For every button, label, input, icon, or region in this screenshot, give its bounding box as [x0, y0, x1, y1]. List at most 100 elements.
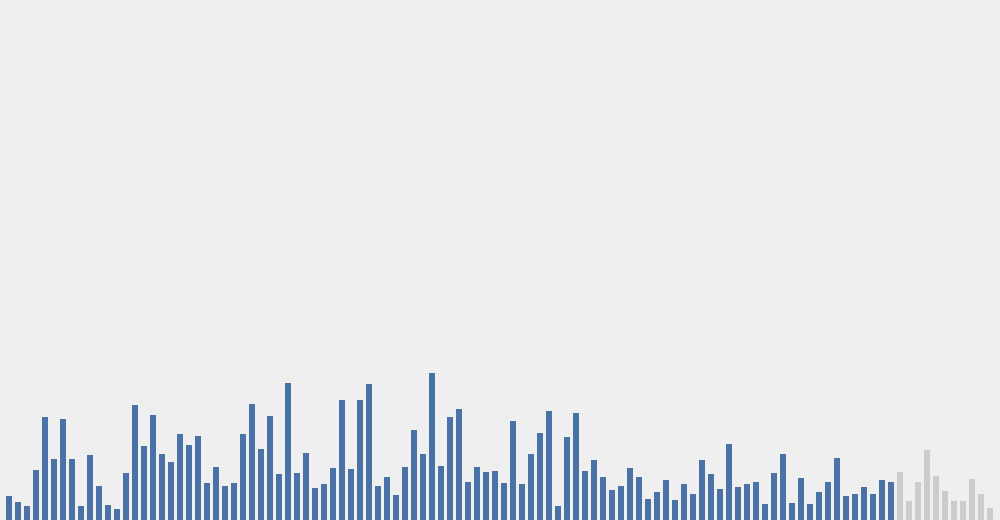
- bar: [834, 458, 840, 520]
- bar: [438, 466, 444, 520]
- bar: [627, 468, 633, 520]
- bar: [204, 483, 210, 520]
- bar: [861, 487, 867, 520]
- bar: [132, 405, 138, 520]
- bar: [312, 488, 318, 520]
- bar: [123, 473, 129, 520]
- bar: [339, 400, 345, 520]
- bar-group: [6, 373, 993, 520]
- bar: [276, 474, 282, 520]
- bar: [159, 454, 165, 520]
- bar: [573, 413, 579, 520]
- bar: [294, 473, 300, 520]
- bar: [816, 492, 822, 520]
- bar: [213, 467, 219, 520]
- bar: [681, 484, 687, 520]
- bar: [924, 450, 930, 520]
- bar: [654, 492, 660, 520]
- bar: [564, 437, 570, 520]
- bar: [348, 469, 354, 520]
- bar: [897, 472, 903, 520]
- bar: [456, 409, 462, 520]
- bar: [87, 455, 93, 520]
- bar: [78, 506, 84, 520]
- bar: [15, 502, 21, 520]
- bar: [879, 480, 885, 520]
- bar: [402, 467, 408, 520]
- bar: [168, 462, 174, 520]
- bar: [960, 501, 966, 520]
- bar: [96, 486, 102, 520]
- bar: [60, 419, 66, 520]
- bar: [411, 430, 417, 520]
- bar: [798, 478, 804, 520]
- bar: [258, 449, 264, 520]
- bar: [591, 460, 597, 520]
- bar: [933, 476, 939, 520]
- bar: [636, 477, 642, 520]
- bar: [762, 504, 768, 520]
- bar: [222, 486, 228, 520]
- bar: [888, 482, 894, 520]
- bar: [825, 482, 831, 520]
- bar: [708, 474, 714, 520]
- bar: [663, 480, 669, 520]
- bar: [780, 454, 786, 520]
- bar: [735, 487, 741, 520]
- bar: [447, 417, 453, 520]
- bar: [249, 404, 255, 520]
- bar: [789, 503, 795, 520]
- bar: [366, 384, 372, 520]
- bar: [726, 444, 732, 520]
- bar: [150, 415, 156, 520]
- bar: [357, 400, 363, 520]
- bar: [915, 482, 921, 520]
- bar: [753, 482, 759, 520]
- bar: [609, 490, 615, 520]
- bar: [69, 459, 75, 520]
- bar: [240, 434, 246, 520]
- bar: [393, 495, 399, 520]
- bar: [555, 506, 561, 520]
- bar: [951, 501, 957, 520]
- bar: [807, 504, 813, 520]
- bar: [546, 411, 552, 520]
- bar: [843, 496, 849, 520]
- bar: [537, 433, 543, 520]
- bar: [528, 454, 534, 520]
- bar: [483, 472, 489, 520]
- bar: [510, 421, 516, 520]
- bar: [141, 446, 147, 520]
- bar: [465, 482, 471, 520]
- bar: [978, 494, 984, 520]
- bar: [231, 483, 237, 520]
- bar: [321, 484, 327, 520]
- bar: [618, 486, 624, 520]
- bar: [177, 434, 183, 520]
- bar: [429, 373, 435, 520]
- bar: [771, 473, 777, 520]
- bar: [267, 416, 273, 520]
- bar: [6, 496, 12, 520]
- bar: [717, 489, 723, 520]
- bar: [384, 477, 390, 520]
- bar: [582, 471, 588, 520]
- bar: [969, 479, 975, 520]
- bar: [24, 506, 30, 520]
- bar: [690, 494, 696, 520]
- bar: [186, 445, 192, 520]
- bar: [420, 454, 426, 520]
- bar: [942, 491, 948, 520]
- bar: [870, 494, 876, 520]
- bar: [600, 477, 606, 520]
- bar: [114, 509, 120, 520]
- bar: [105, 505, 111, 520]
- bar: [744, 484, 750, 520]
- bar: [330, 468, 336, 520]
- bar: [285, 383, 291, 520]
- bar: [474, 467, 480, 520]
- bar: [51, 459, 57, 520]
- bar: [672, 500, 678, 520]
